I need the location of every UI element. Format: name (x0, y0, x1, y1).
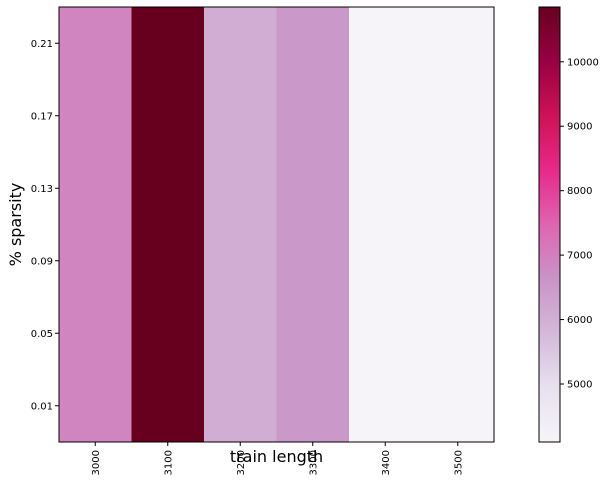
heatmap-cell (421, 7, 495, 80)
y-axis-ticks: 0.21 0.17 0.13 0.09 0.05 0.01 (31, 39, 59, 412)
plot-frame (58, 6, 495, 443)
heatmap-cell (421, 79, 495, 153)
heatmap-cell (204, 152, 277, 225)
x-tick-label: 3300 (308, 450, 319, 475)
heatmap-cell (131, 152, 205, 225)
heatmap-cell (421, 152, 495, 225)
x-tick-label: 3100 (163, 450, 174, 475)
colorbar-ticks: 5000 6000 7000 8000 9000 10000 (560, 57, 599, 391)
heatmap-cell (59, 224, 132, 298)
colorbar-tick-label: 7000 (567, 251, 592, 262)
heatmap-cell (349, 297, 422, 370)
heatmap-cell (204, 7, 277, 80)
y-axis-label: % sparsity (6, 183, 25, 267)
heatmap-cell (59, 7, 132, 80)
heatmap-cell (276, 7, 350, 80)
heatmap-cell (131, 297, 205, 370)
heatmap-cell (276, 297, 350, 370)
y-tick-label: 0.01 (31, 401, 53, 412)
heatmap-cell (204, 79, 277, 153)
y-tick-label: 0.13 (31, 184, 53, 195)
heatmap-cell (349, 7, 422, 80)
heatmap-cell (349, 369, 422, 443)
colorbar-tick-label: 10000 (567, 57, 599, 68)
heatmap-cell (59, 79, 132, 153)
heatmap-cell (204, 297, 277, 370)
colorbar-tick-label: 6000 (567, 315, 592, 326)
heatmap-cell (421, 369, 495, 443)
heatmap-cell (204, 224, 277, 298)
heatmap-cells (59, 7, 495, 443)
x-tick-label: 3500 (453, 450, 464, 475)
heatmap-cell (131, 79, 205, 153)
x-tick-label: 3000 (91, 450, 102, 475)
heatmap-cell (59, 152, 132, 225)
y-tick-label: 0.09 (31, 256, 53, 267)
heatmap-cell (276, 152, 350, 225)
heatmap-cell (421, 297, 495, 370)
heatmap-cell (131, 7, 205, 80)
x-axis-label: train length (230, 447, 323, 466)
heatmap-cell (349, 79, 422, 153)
colorbar-tick-label: 5000 (567, 380, 592, 391)
y-tick-label: 0.17 (31, 111, 53, 122)
colorbar-tick-label: 9000 (567, 122, 592, 133)
heatmap-cell (349, 152, 422, 225)
colorbar-tick-label: 8000 (567, 186, 592, 197)
heatmap-cell (276, 369, 350, 443)
y-tick-label: 0.05 (31, 329, 53, 340)
x-tick-label: 3200 (236, 450, 247, 475)
colorbar (538, 6, 561, 443)
x-tick-label: 3400 (381, 450, 392, 475)
heatmap-cell (131, 369, 205, 443)
x-axis-ticks: 3000 3100 3200 3300 3400 3500 (91, 442, 464, 475)
heatmap-cell (59, 369, 132, 443)
y-tick-label: 0.21 (31, 39, 53, 50)
heatmap-cell (131, 224, 205, 298)
heatmap-cell (276, 224, 350, 298)
heatmap-cell (204, 369, 277, 443)
heatmap-cell (59, 297, 132, 370)
heatmap-cell (349, 224, 422, 298)
heatmap-cell (421, 224, 495, 298)
heatmap-cell (276, 79, 350, 153)
